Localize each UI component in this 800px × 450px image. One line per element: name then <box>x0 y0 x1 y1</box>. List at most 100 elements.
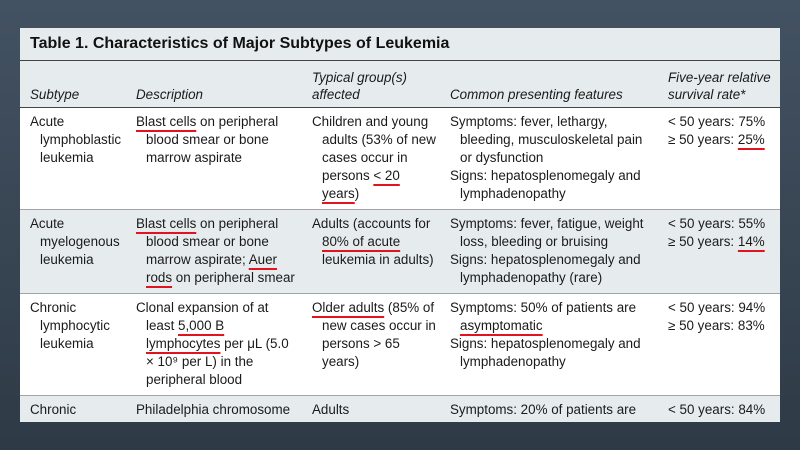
table-cell: Chronic lymphocytic leukemia <box>20 293 126 396</box>
cell-paragraph: ≥ 50 years: 25% <box>668 131 776 149</box>
cell-paragraph: Chronic lymphocytic leukemia <box>30 299 122 353</box>
cell-text: on peripheral smear <box>172 270 295 285</box>
table-cell: Blast cells on peripheral blood smear or… <box>126 209 302 294</box>
table-panel: Table 1. Characteristics of Major Subtyp… <box>20 28 780 422</box>
table-row: Acute myelogenous leukemia Blast cells on… <box>20 209 780 294</box>
table-row: Acute lymphoblastic leukemia Blast cells … <box>20 107 780 210</box>
table-cell: Symptoms: 20% of patients are asymptomat… <box>440 395 658 422</box>
highlighted-text: 14% <box>737 234 765 249</box>
cell-text: Adults <box>312 402 350 417</box>
cell-text: Children and young adults (53% of new ca… <box>312 114 436 183</box>
cell-paragraph: Symptoms: 50% of patients are asymptomat… <box>450 299 654 335</box>
highlighted-text: < 20 years <box>322 168 400 201</box>
cell-text: Signs: hepatosplenomegaly and lymphadeno… <box>450 168 641 201</box>
cell-paragraph: Chronic myelogenous leukemia <box>30 401 122 422</box>
cell-text: leukemia in adults) <box>322 252 434 267</box>
cell-paragraph: Children and young adults (53% of new ca… <box>312 113 436 203</box>
highlighted-text: 25% <box>737 132 765 147</box>
table-cell: Symptoms: fever, lethargy, bleeding, mus… <box>440 107 658 210</box>
cell-text: ≥ 50 years: 48% <box>668 420 765 422</box>
table-cell: Symptoms: 50% of patients are asymptomat… <box>440 293 658 396</box>
cell-text: < 50 years: 75% <box>668 114 766 129</box>
column-header: Description <box>126 61 302 108</box>
cell-text: ) <box>354 186 360 201</box>
cell-paragraph: Symptoms: fever, fatigue, weight loss, b… <box>450 215 654 251</box>
cell-text: Symptoms: fever, lethargy, bleeding, mus… <box>450 114 643 165</box>
cell-paragraph: Signs: hepatosplenomegaly and lymphadeno… <box>450 167 654 203</box>
cell-text: per μL (5.0 × 10⁹ per L) in the peripher… <box>146 336 289 387</box>
column-header: Typical group(s) affected <box>302 61 440 108</box>
table-cell: Clonal expansion of at least 5,000 B lym… <box>126 293 302 396</box>
cell-paragraph: < 50 years: 94% <box>668 299 776 317</box>
column-header: Common presenting features <box>440 61 658 108</box>
table-cell: Chronic myelogenous leukemia <box>20 395 126 422</box>
cell-text: Acute myelogenous leukemia <box>30 216 120 267</box>
table-cell: < 50 years: 84% ≥ 50 years: 48% <box>658 395 780 422</box>
table-title: Table 1. Characteristics of Major Subtyp… <box>20 28 780 61</box>
cell-text: ≥ 50 years: <box>668 234 738 249</box>
table-cell: Adults <box>302 395 440 422</box>
table-cell: < 50 years: 55% ≥ 50 years: 14% <box>658 209 780 294</box>
cell-text: Philadelphia chromosome ( <box>136 402 291 422</box>
cell-text: ≥ 50 years: 83% <box>668 318 765 333</box>
highlighted-text: BCR-ABL1 <box>150 420 216 422</box>
cell-paragraph: Signs: hepatosplenomegaly and lymphadeno… <box>450 251 654 287</box>
highlighted-text: asymptomatic <box>460 420 543 422</box>
cell-text: fusion gene) <box>216 420 294 422</box>
cell-paragraph: ≥ 50 years: 14% <box>668 233 776 251</box>
cell-text: on peripheral blood smear or bone marrow… <box>146 216 279 267</box>
cell-paragraph: Symptoms: 20% of patients are asymptomat… <box>450 401 654 422</box>
highlighted-text: Blast cells <box>136 216 197 231</box>
cell-paragraph: < 50 years: 75% <box>668 113 776 131</box>
cell-text: Acute lymphoblastic leukemia <box>30 114 122 165</box>
highlighted-text: asymptomatic <box>460 318 543 333</box>
cell-paragraph: Adults <box>312 401 436 419</box>
column-header: Subtype <box>20 61 126 108</box>
cell-paragraph: Signs: hepatosplenomegaly and lymphadeno… <box>450 335 654 371</box>
cell-text: Chronic myelogenous leukemia <box>30 402 120 422</box>
cell-text: (85% of new cases occur in persons > 65 … <box>322 300 436 369</box>
table-row: Chronic myelogenous leukemia Philadelphia… <box>20 395 780 422</box>
table-cell: Symptoms: fever, fatigue, weight loss, b… <box>440 209 658 294</box>
cell-paragraph: Blast cells on peripheral blood smear or… <box>136 113 298 167</box>
cell-paragraph: Acute lymphoblastic leukemia <box>30 113 122 167</box>
table-cell: Acute myelogenous leukemia <box>20 209 126 294</box>
cell-paragraph: Acute myelogenous leukemia <box>30 215 122 269</box>
highlighted-text: 80% of acute <box>322 234 401 249</box>
table-cell: Acute lymphoblastic leukemia <box>20 107 126 210</box>
highlighted-text: Blast cells <box>136 114 197 129</box>
table-cell: < 50 years: 94% ≥ 50 years: 83% <box>658 293 780 396</box>
cell-paragraph: Symptoms: fever, lethargy, bleeding, mus… <box>450 113 654 167</box>
cell-paragraph: ≥ 50 years: 83% <box>668 317 776 335</box>
cell-text: ≥ 50 years: <box>668 132 738 147</box>
column-header: Five-year relative survival rate* <box>658 61 780 108</box>
cell-text: Signs: hepatosplenomegaly and lymphadeno… <box>450 336 641 369</box>
cell-text: Adults (accounts for <box>312 216 431 231</box>
table-cell: Blast cells on peripheral blood smear or… <box>126 107 302 210</box>
cell-paragraph: Adults (accounts for 80% of acute leukem… <box>312 215 436 269</box>
cell-paragraph: ≥ 50 years: 48% <box>668 419 776 422</box>
table-cell: Adults (accounts for 80% of acute leukem… <box>302 209 440 294</box>
highlighted-text: Older adults <box>312 300 385 315</box>
table-row: Chronic lymphocytic leukemia Clonal expan… <box>20 293 780 396</box>
table: Subtype Description Typical group(s) affec… <box>20 61 780 422</box>
cell-text: Symptoms: fever, fatigue, weight loss, b… <box>450 216 644 249</box>
cell-text: < 50 years: 55% <box>668 216 766 231</box>
highlighted-text: 5,000 B lymphocytes <box>146 318 225 351</box>
cell-paragraph: < 50 years: 84% <box>668 401 776 419</box>
cell-paragraph: Philadelphia chromosome (BCR-ABL1 fusion… <box>136 401 298 422</box>
cell-text: < 50 years: 84% <box>668 402 766 417</box>
table-cell: Older adults (85% of new cases occur in … <box>302 293 440 396</box>
cell-paragraph: < 50 years: 55% <box>668 215 776 233</box>
cell-text: Clonal expansion of at least <box>136 300 269 333</box>
cell-text: on peripheral blood smear or bone marrow… <box>146 114 279 165</box>
table-cell: Children and young adults (53% of new ca… <box>302 107 440 210</box>
cell-paragraph: Clonal expansion of at least 5,000 B lym… <box>136 299 298 389</box>
cell-text: Chronic lymphocytic leukemia <box>30 300 110 351</box>
table-cell: Philadelphia chromosome (BCR-ABL1 fusion… <box>126 395 302 422</box>
cell-paragraph: Older adults (85% of new cases occur in … <box>312 299 436 371</box>
table-cell: < 50 years: 75% ≥ 50 years: 25% <box>658 107 780 210</box>
cell-text: Signs: hepatosplenomegaly and lymphadeno… <box>450 252 641 285</box>
cell-text: < 50 years: 94% <box>668 300 766 315</box>
cell-text: Symptoms: 50% of patients are <box>450 300 637 315</box>
